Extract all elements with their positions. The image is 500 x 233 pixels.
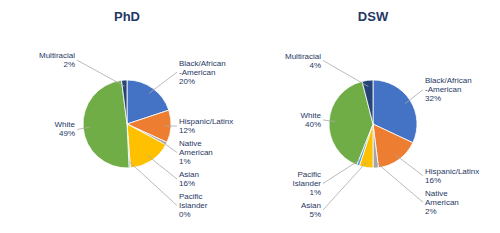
- svg-text:Hispanic/Latinx12%: Hispanic/Latinx12%: [179, 117, 233, 135]
- html-text:DSW: DSW: [357, 9, 389, 24]
- svg-text:Black/African-American32%: Black/African-American32%: [425, 76, 472, 103]
- svg-text:NativeAmerican1%: NativeAmerican1%: [179, 139, 213, 166]
- svg-text:Asian5%: Asian5%: [301, 201, 321, 219]
- svg-text:Hispanic/Latinx16%: Hispanic/Latinx16%: [425, 167, 479, 185]
- svg-text:PacificIslander0%: PacificIslander0%: [179, 192, 208, 219]
- svg-text:PacificIslander1%: PacificIslander1%: [293, 170, 322, 197]
- svg-text:Black/African-American20%: Black/African-American20%: [179, 59, 226, 86]
- svg-text:White49%: White49%: [55, 120, 76, 138]
- svg-text:Multiracial4%: Multiracial4%: [285, 52, 321, 70]
- html-text:PhD: PhD: [114, 9, 140, 24]
- svg-text:NativeAmerican2%: NativeAmerican2%: [425, 189, 459, 216]
- svg-text:Multiracial2%: Multiracial2%: [39, 51, 75, 69]
- svg-text:White40%: White40%: [301, 111, 322, 129]
- svg-text:Asian16%: Asian16%: [179, 170, 199, 188]
